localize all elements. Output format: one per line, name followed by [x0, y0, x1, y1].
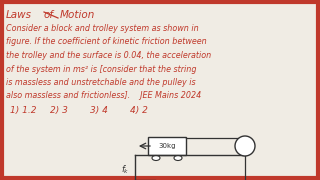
Text: Motion: Motion: [60, 10, 95, 20]
Text: is massless and unstretchable and the pulley is: is massless and unstretchable and the pu…: [6, 78, 196, 87]
Ellipse shape: [174, 156, 182, 161]
Circle shape: [235, 136, 255, 156]
Text: 1) 1.2: 1) 1.2: [10, 106, 36, 115]
Text: 2) 3: 2) 3: [50, 106, 68, 115]
Text: figure. If the coefficient of kinetic friction between: figure. If the coefficient of kinetic fr…: [6, 37, 207, 46]
Text: also massless and frictionless].    JEE Mains 2024: also massless and frictionless]. JEE Mai…: [6, 91, 201, 100]
Bar: [148, 137, 186, 155]
Ellipse shape: [152, 156, 160, 161]
Text: Laws: Laws: [6, 10, 32, 20]
Text: $f_k$: $f_k$: [121, 163, 129, 176]
Text: of: of: [44, 10, 54, 20]
Text: Consider a block and trolley system as shown in: Consider a block and trolley system as s…: [6, 24, 199, 33]
Text: 3) 4: 3) 4: [90, 106, 108, 115]
Text: 4) 2: 4) 2: [130, 106, 148, 115]
Text: 30kg: 30kg: [158, 143, 176, 149]
Text: of the system in ms² is [consider that the string: of the system in ms² is [consider that t…: [6, 64, 196, 73]
Text: the trolley and the surface is 0.04, the acceleration: the trolley and the surface is 0.04, the…: [6, 51, 211, 60]
